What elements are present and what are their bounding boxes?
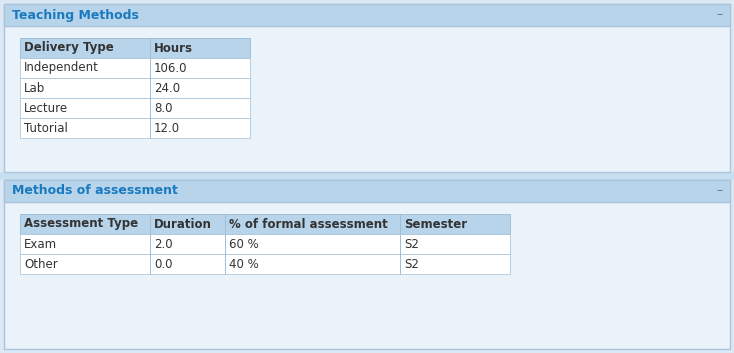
- Bar: [20, 254, 510, 274]
- Text: –: –: [717, 185, 723, 197]
- Bar: [20, 118, 250, 138]
- Bar: [20, 98, 250, 118]
- Text: Lecture: Lecture: [24, 102, 68, 114]
- Bar: [0, 172, 734, 180]
- Text: 60 %: 60 %: [229, 238, 259, 251]
- Bar: [20, 38, 250, 58]
- Text: 8.0: 8.0: [154, 102, 172, 114]
- Bar: [20, 234, 510, 254]
- Text: Methods of assessment: Methods of assessment: [12, 185, 178, 197]
- Bar: [20, 78, 250, 98]
- Text: 12.0: 12.0: [154, 121, 180, 134]
- Bar: [20, 58, 250, 78]
- Bar: [4, 4, 730, 172]
- Text: % of formal assessment: % of formal assessment: [229, 217, 388, 231]
- Text: 106.0: 106.0: [154, 61, 187, 74]
- Text: Independent: Independent: [24, 61, 99, 74]
- Text: 40 %: 40 %: [229, 257, 259, 270]
- Text: –: –: [717, 8, 723, 22]
- Text: Exam: Exam: [24, 238, 57, 251]
- Text: Teaching Methods: Teaching Methods: [12, 8, 139, 22]
- Text: S2: S2: [404, 238, 419, 251]
- Bar: [20, 214, 510, 234]
- Text: Hours: Hours: [154, 42, 193, 54]
- Text: Delivery Type: Delivery Type: [24, 42, 114, 54]
- Text: 2.0: 2.0: [154, 238, 172, 251]
- Text: Semester: Semester: [404, 217, 467, 231]
- Text: Tutorial: Tutorial: [24, 121, 68, 134]
- Text: Lab: Lab: [24, 82, 46, 95]
- Bar: [4, 4, 730, 26]
- Bar: [4, 180, 730, 349]
- Text: Assessment Type: Assessment Type: [24, 217, 138, 231]
- Text: 0.0: 0.0: [154, 257, 172, 270]
- Text: 24.0: 24.0: [154, 82, 180, 95]
- Text: Duration: Duration: [154, 217, 212, 231]
- Text: Other: Other: [24, 257, 58, 270]
- Bar: [4, 180, 730, 202]
- Text: S2: S2: [404, 257, 419, 270]
